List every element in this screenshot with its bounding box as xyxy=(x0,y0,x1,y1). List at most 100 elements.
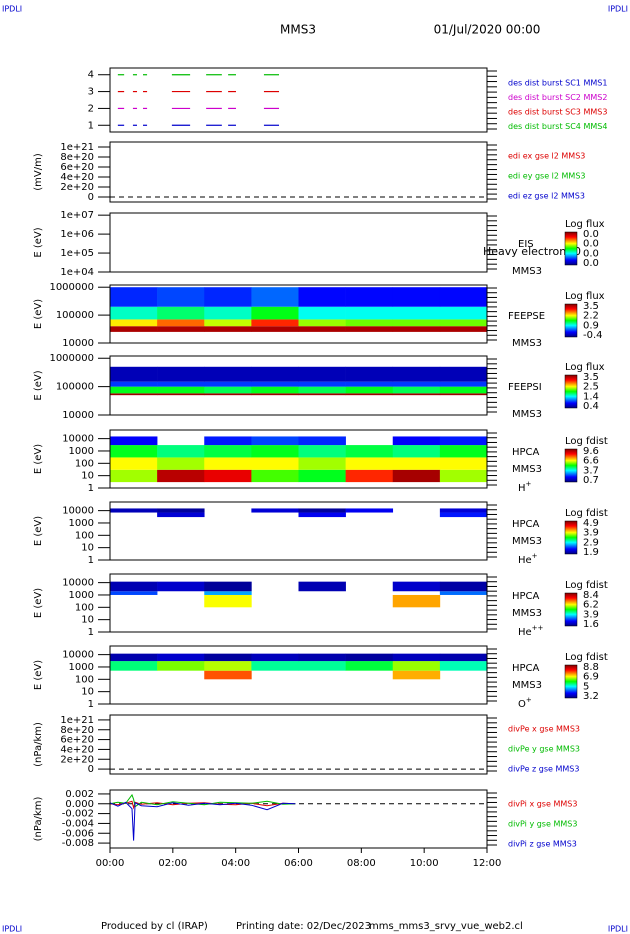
y-tick-label: 100 xyxy=(75,530,94,541)
y-tick-label: 1 xyxy=(88,627,94,638)
colorbar-title: Log fdist xyxy=(565,652,608,663)
spectrogram-cell xyxy=(110,366,158,382)
spectrogram-cell xyxy=(298,512,346,518)
spectrogram-cell xyxy=(392,670,441,680)
colorbar-title: Log flux xyxy=(565,291,605,302)
panel: (nPa/km) 0.0020.000-0.002-0.004-0.006-0.0… xyxy=(33,789,577,849)
note-label: Heavy electron t0 xyxy=(483,245,581,258)
spectrogram-cell xyxy=(439,445,488,458)
plot-frame xyxy=(109,284,488,344)
spectrogram-cell xyxy=(110,436,158,446)
y-tick-label: 1000 xyxy=(69,662,94,673)
colorbar-tick-label: 3.9 xyxy=(583,609,599,620)
y-tick-label: 1000 xyxy=(69,518,94,529)
spectrogram-cell xyxy=(251,457,299,470)
y-tick-label: 8e+20 xyxy=(60,152,94,163)
spectrogram-cell xyxy=(204,319,252,327)
spectrogram-cell xyxy=(439,287,488,307)
spectrogram-cell xyxy=(157,386,205,394)
y-axis-label: E (eV) xyxy=(33,370,44,400)
y-tick-label: 1000000 xyxy=(49,353,94,364)
y-axis-label: (nPa/km) xyxy=(33,722,44,767)
y-tick-label: -0.008 xyxy=(62,838,94,849)
plot-frame xyxy=(109,355,488,416)
spectrogram-cell xyxy=(157,393,205,396)
y-axis-label: E (eV) xyxy=(33,227,44,257)
colorbar-tick-label: 6.2 xyxy=(583,600,599,611)
spectrogram-cell xyxy=(157,653,205,662)
spectrogram-cell xyxy=(157,445,205,458)
spectrogram-cell xyxy=(110,653,158,662)
panel: 1 2 3 4 des dist burst SC1 MMS1 des dist burs… xyxy=(88,67,607,133)
spectrogram-cell xyxy=(392,653,441,662)
probe-label: MMS3 xyxy=(512,464,542,475)
spectrogram-cell xyxy=(251,393,299,396)
spectrogram-cell xyxy=(298,366,346,382)
spectrogram-cell xyxy=(251,381,299,387)
y-tick-label: 1e+04 xyxy=(60,267,94,278)
plot-frame xyxy=(109,501,488,561)
spectrogram-cell xyxy=(157,512,205,518)
spectrogram-cell xyxy=(204,581,252,592)
date: 01/Jul/2020 00:00 xyxy=(434,23,541,37)
y-tick-label: 1e+07 xyxy=(60,210,94,221)
spectrogram-cell xyxy=(157,306,205,320)
legend-entry: edi ey gse l2 MMS3 xyxy=(508,172,586,181)
spectrogram-cell xyxy=(204,287,252,307)
spectrogram-cell xyxy=(298,306,346,320)
y-tick-label: 10000 xyxy=(62,650,94,661)
plot-frame xyxy=(109,141,488,203)
panel: E (eV) 1000000 100000 10000 FEEPSI MMS3 Log fl… xyxy=(33,353,605,421)
spectrogram-cell xyxy=(392,319,441,327)
instrument-label: HPCA xyxy=(512,663,540,674)
spectrogram-cell xyxy=(110,661,158,671)
y-tick-label: 100 xyxy=(75,602,94,613)
corner-label: IPDLI xyxy=(608,5,628,14)
probe-label: MMS3 xyxy=(512,409,542,420)
spectrogram-cell xyxy=(439,381,488,387)
spectrogram-cell xyxy=(298,386,346,394)
spectrogram-cell xyxy=(157,381,205,387)
spectrogram-cell xyxy=(251,445,299,458)
colorbar-tick-label: 0.7 xyxy=(583,475,599,486)
species-label: He+ xyxy=(518,552,538,566)
legend-entry: edi ex gse l2 MMS3 xyxy=(508,152,585,161)
spectrogram-cell xyxy=(439,457,488,470)
spectrogram-cell xyxy=(345,469,394,483)
footer-text: Printing date: 02/Dec/2023 xyxy=(236,921,371,932)
y-axis-label: E (eV) xyxy=(33,444,44,474)
spectrogram-cell xyxy=(439,469,488,483)
spectrogram-cell xyxy=(439,393,488,396)
y-tick-label: 1e+05 xyxy=(60,248,94,259)
y-tick-label: 1000 xyxy=(69,590,94,601)
y-tick-label: 1 xyxy=(88,120,94,131)
y-tick-label: 1e+21 xyxy=(60,142,94,153)
spectrogram-cell xyxy=(110,287,158,307)
colorbar-tick-label: 6.6 xyxy=(583,456,599,467)
colorbar-tick-label: 3.9 xyxy=(583,528,599,539)
spectrogram-cell xyxy=(110,445,158,458)
spectrogram-cell xyxy=(251,508,299,513)
legend-entry: edi ez gse l2 MMS3 xyxy=(508,192,585,201)
colorbar-tick-label: 1.4 xyxy=(583,391,599,402)
spectrogram-cell xyxy=(392,386,441,394)
spectrogram-cell xyxy=(204,591,252,595)
spectrogram-cell xyxy=(157,469,205,483)
x-tick-label: 06:00 xyxy=(284,858,313,869)
spectrogram-cell xyxy=(204,653,252,662)
instrument-label: FEEPSE xyxy=(508,311,545,322)
spectrogram-cell xyxy=(439,591,488,595)
instrument-label: HPCA xyxy=(512,591,540,602)
spectrogram-cell xyxy=(439,661,488,671)
species: O xyxy=(518,699,526,710)
spectrogram-cell xyxy=(157,457,205,470)
spectrogram-cell xyxy=(110,469,158,483)
spectrogram-cell xyxy=(110,381,158,387)
colorbar-tick-label: 2.2 xyxy=(583,311,599,322)
colorbar-tick-label: 0.0 xyxy=(583,229,599,240)
